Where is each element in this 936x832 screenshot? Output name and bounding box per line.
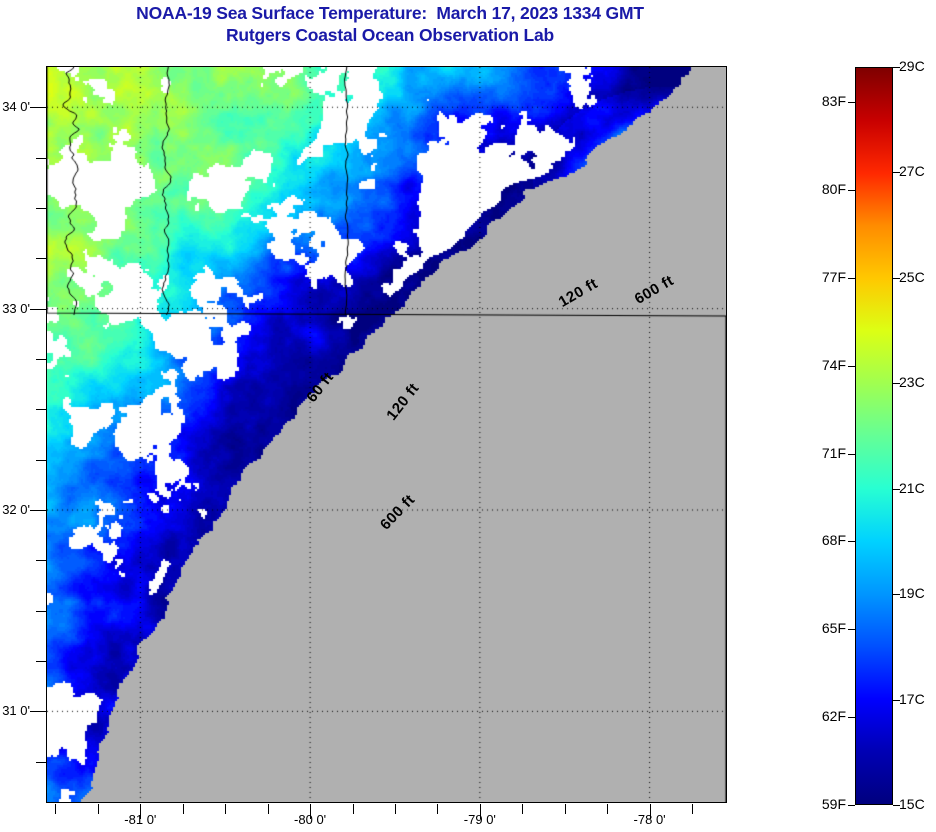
- colorbar-tick-celsius: [893, 67, 900, 68]
- colorbar-label-fahrenheit: 65F: [821, 620, 846, 637]
- x-axis-tick: [437, 804, 439, 814]
- sst-map-plot-area[interactable]: [46, 66, 727, 803]
- colorbar-label-fahrenheit: 74F: [821, 356, 846, 373]
- colorbar-label-celsius: 25C: [899, 268, 925, 285]
- colorbar-tick-fahrenheit: [848, 190, 855, 191]
- chart-title-block: NOAA-19 Sea Surface Temperature: March 1…: [0, 2, 780, 46]
- colorbar-tick-fahrenheit: [848, 365, 855, 367]
- colorbar-tick-fahrenheit: [848, 102, 855, 104]
- colorbar-label-celsius: 21C: [899, 479, 925, 496]
- x-axis-tick: [352, 804, 354, 814]
- colorbar-tick-celsius: [893, 699, 900, 701]
- colorbar-label-celsius: 17C: [899, 690, 925, 707]
- colorbar-tick-celsius: [893, 488, 900, 490]
- colorbar-tick-fahrenheit: [848, 277, 855, 279]
- y-axis-tick: [36, 661, 46, 663]
- chart-title-line1: NOAA-19 Sea Surface Temperature: March 1…: [136, 3, 644, 23]
- x-axis-tick: [140, 804, 142, 819]
- x-axis-tick: [607, 804, 609, 814]
- x-axis-tick: [394, 804, 396, 814]
- y-axis-label: 34 0': [2, 99, 30, 115]
- y-axis-tick: [36, 358, 46, 360]
- y-axis-tick: [30, 711, 46, 713]
- x-axis-tick: [649, 804, 651, 819]
- x-axis-tick: [55, 804, 57, 814]
- colorbar-label-fahrenheit: 77F: [821, 268, 846, 285]
- colorbar-tick-celsius: [893, 277, 900, 279]
- x-axis-tick: [225, 804, 227, 814]
- colorbar-label-fahrenheit: 83F: [821, 93, 846, 110]
- chart-title-line2: Rutgers Coastal Ocean Observation Lab: [225, 25, 555, 45]
- y-axis-tick: [36, 157, 46, 159]
- colorbar-label-fahrenheit: 71F: [821, 444, 846, 461]
- colorbar-tick-celsius: [893, 383, 900, 385]
- y-axis-tick: [30, 510, 46, 511]
- y-axis-label: 33 0': [2, 300, 30, 316]
- colorbar-tick-fahrenheit: [848, 717, 855, 719]
- x-axis-tick: [182, 804, 184, 814]
- colorbar-tick-fahrenheit: [848, 805, 855, 806]
- colorbar-label-celsius: 15C: [899, 796, 925, 812]
- colorbar-label-fahrenheit: 68F: [821, 532, 846, 549]
- x-axis-label: -80 0': [294, 812, 327, 827]
- y-axis-label: 32 0': [2, 502, 30, 517]
- x-axis-tick: [479, 804, 481, 819]
- x-axis-tick: [692, 804, 694, 814]
- y-axis-tick: [36, 207, 46, 209]
- y-axis-tick: [36, 409, 46, 411]
- colorbar-tick-fahrenheit: [848, 453, 855, 455]
- colorbar-label-celsius: 27C: [899, 163, 925, 180]
- y-axis-tick: [36, 610, 46, 612]
- colorbar-tick-celsius: [893, 805, 900, 806]
- x-axis-tick: [310, 804, 312, 819]
- y-axis-tick: [30, 107, 46, 109]
- y-axis-tick: [36, 459, 46, 461]
- colorbar-label-celsius: 23C: [899, 374, 925, 391]
- colorbar-label-fahrenheit: 59F: [821, 796, 846, 812]
- y-axis-tick: [36, 761, 46, 763]
- sst-heatmap-canvas[interactable]: [47, 67, 726, 802]
- colorbar-gradient: [856, 68, 892, 804]
- y-axis-tick: [30, 308, 46, 310]
- colorbar-label-fahrenheit: 80F: [821, 181, 846, 197]
- x-axis-label: -79 0': [463, 812, 496, 827]
- colorbar-tick-celsius: [893, 172, 900, 174]
- x-axis-label: -78 0': [633, 812, 666, 827]
- y-axis-tick: [36, 258, 46, 260]
- x-axis-label: -81 0': [124, 812, 157, 827]
- colorbar-label-celsius: 29C: [899, 58, 925, 74]
- colorbar-label-fahrenheit: 62F: [821, 708, 846, 725]
- x-axis-tick: [97, 804, 99, 814]
- y-axis-tick: [36, 560, 46, 562]
- colorbar-tick-celsius: [893, 594, 900, 596]
- x-axis-tick: [564, 804, 566, 814]
- x-axis-tick: [267, 804, 269, 814]
- x-axis-tick: [522, 804, 524, 814]
- colorbar-tick-fahrenheit: [848, 629, 855, 631]
- colorbar-tick-fahrenheit: [848, 541, 855, 543]
- y-axis-label: 31 0': [2, 703, 30, 719]
- colorbar-label-celsius: 19C: [899, 585, 925, 602]
- temperature-colorbar[interactable]: [855, 67, 893, 805]
